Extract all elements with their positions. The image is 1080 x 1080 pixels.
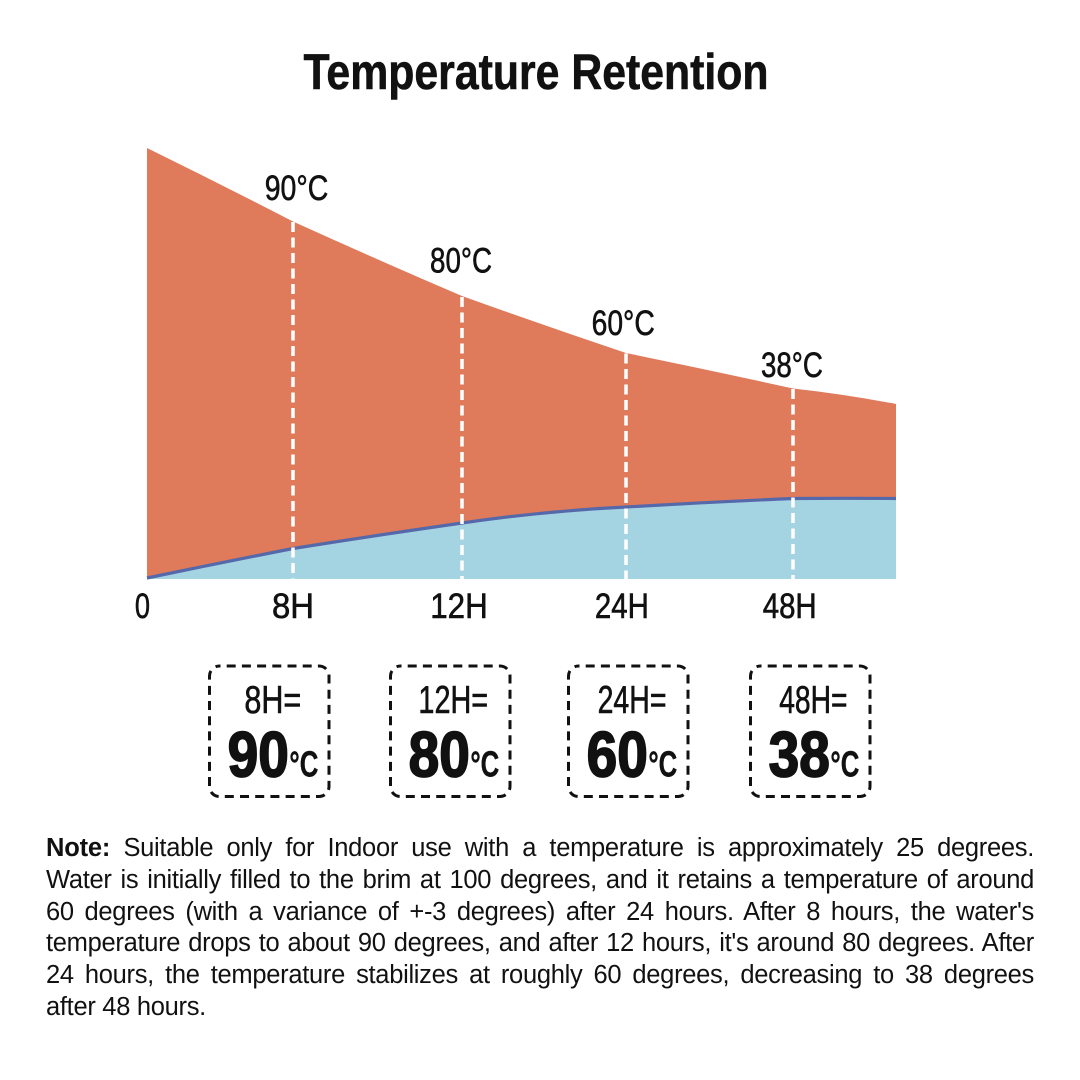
svg-text:24H=: 24H=	[598, 679, 667, 722]
svg-text:48H=: 48H=	[779, 679, 847, 722]
svg-text:90°C: 90°C	[265, 168, 329, 208]
svg-text:Temperature Retention: Temperature Retention	[303, 44, 768, 100]
svg-text:24H: 24H	[595, 585, 649, 625]
svg-text:12H=: 12H=	[418, 679, 488, 722]
svg-text:0: 0	[135, 585, 150, 625]
svg-text:38°C: 38°C	[761, 345, 823, 385]
svg-text:38: 38	[769, 719, 830, 791]
svg-text:8H: 8H	[272, 587, 314, 626]
svg-text:°C: °C	[289, 744, 318, 784]
svg-text:90: 90	[228, 719, 289, 791]
svg-text:12H: 12H	[430, 587, 487, 626]
svg-text:60: 60	[587, 719, 648, 791]
svg-text:60°C: 60°C	[592, 303, 655, 343]
svg-text:48H: 48H	[763, 585, 817, 625]
svg-text:°C: °C	[830, 744, 859, 784]
svg-text:°C: °C	[648, 744, 677, 784]
svg-text:80°C: 80°C	[430, 240, 492, 280]
svg-text:8H=: 8H=	[244, 680, 301, 722]
svg-text:°C: °C	[470, 744, 499, 784]
svg-text:80: 80	[409, 719, 470, 791]
